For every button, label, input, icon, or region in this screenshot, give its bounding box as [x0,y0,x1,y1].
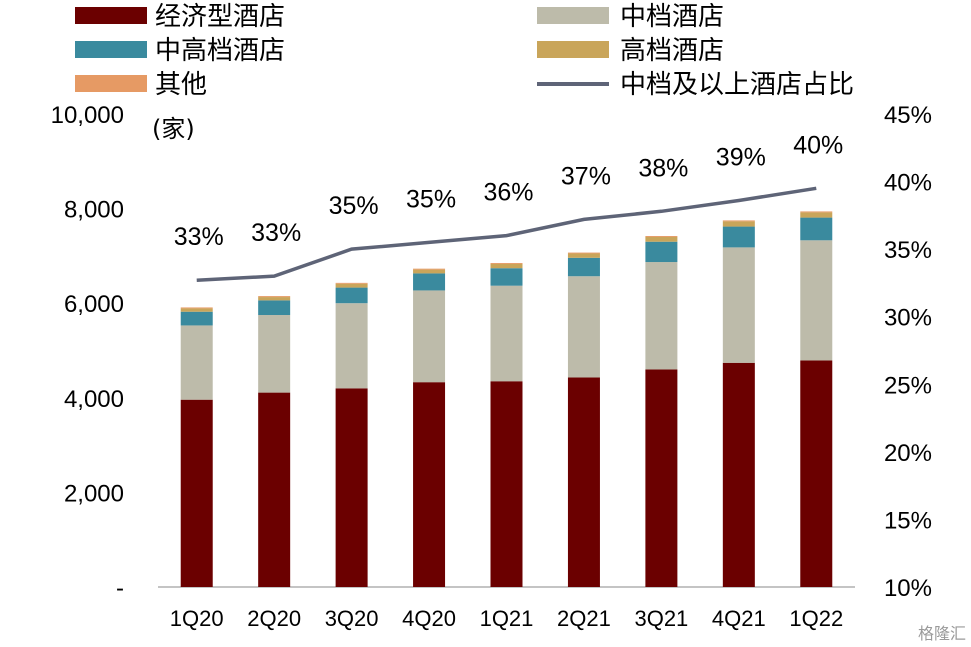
bar-segment [413,273,446,291]
y-left-tick-label: 10,000 [51,102,124,129]
bar-segment [490,381,523,587]
bar-segment [567,253,600,258]
bar-segment [180,399,213,587]
legend-swatch-midscale [537,7,609,24]
bar-segment [258,392,291,587]
y-left-tick-label: 8,000 [64,197,124,224]
bar-segment [800,211,833,213]
bar-segment [645,236,678,237]
bar-segment [180,325,213,400]
bar-segment [180,308,213,312]
y-left-tick-label: 6,000 [64,291,124,318]
bars [180,211,833,587]
x-tick-label: 1Q22 [789,606,843,631]
bar-segment [335,303,368,389]
bar-segment [567,377,600,587]
y-right-tick-label: 20% [884,440,932,467]
bar-segment [800,217,833,241]
legend-swatch-economy [75,7,147,24]
bar-segment [645,236,678,242]
bar-segment [645,369,678,587]
share-line [196,186,817,282]
bar-segment [800,212,833,218]
bar-segment [258,315,291,393]
y-right-tick-label: 25% [884,372,932,399]
y-left-tick-label: 2,000 [64,480,124,507]
share-data-label: 33% [174,223,224,251]
bar-segment [180,311,213,326]
bar-segment [490,263,523,269]
bar-segment [722,247,755,363]
bar-segment [413,382,446,587]
bar-segment [413,268,446,270]
y-right-tick-label: 40% [884,170,932,197]
x-tick-label: 4Q21 [712,606,766,631]
bar-segment [490,285,523,382]
share-data-label: 39% [716,143,766,171]
legend-swatch-other [75,75,147,92]
legend: 经济型酒店 中档酒店 中高档酒店 高档酒店 其他 中档及以上酒店占比 [75,2,854,100]
bar-segment [722,226,755,248]
y-left-tick-label: 4,000 [64,386,124,413]
share-data-label: 37% [561,162,611,190]
bar-segment [258,297,291,301]
bar-segment [490,262,523,264]
x-tick-label: 2Q21 [557,606,611,631]
x-tick-label: 1Q21 [480,606,534,631]
share-data-label: 38% [638,154,688,182]
bar-segment [645,241,678,263]
share-line-layer: 33% 33% 35% 35% 36% 37% 38% 39% 40% [174,131,843,282]
bar-segment [567,276,600,378]
legend-label-upper-midscale: 中高档酒店 [155,36,285,66]
legend-label-economy: 经济型酒店 [155,2,285,32]
y-left-tick-label: - [116,575,124,602]
watermark: 格隆汇 [918,624,966,643]
y-axis-unit: (家) [152,115,195,143]
x-tick-label: 3Q21 [634,606,688,631]
bar-segment [722,220,755,222]
y-right-tick-label: 45% [884,102,932,129]
bar-segment [258,296,291,298]
y-right-tick-label: 30% [884,305,932,332]
bar-segment [180,307,213,309]
bar-segment [490,268,523,286]
bar-segment [335,287,368,304]
legend-label-upscale: 高档酒店 [620,36,724,66]
bar-segment [258,300,291,316]
y-axis-left: - 2,000 4,000 6,000 8,000 10,000 [51,102,124,602]
legend-swatch-upper-midscale [75,41,147,58]
bar-segment [722,221,755,227]
x-tick-label: 1Q20 [170,606,224,631]
legend-label-share-line: 中档及以上酒店占比 [620,70,854,100]
share-data-label: 33% [251,219,301,247]
bar-segment [335,388,368,587]
x-tick-label: 4Q20 [402,606,456,631]
share-data-label: 35% [329,192,379,220]
bar-segment [645,262,678,370]
bar-segment [335,283,368,288]
x-tick-label: 3Q20 [325,606,379,631]
bar-segment [800,240,833,361]
bar-segment [413,269,446,274]
bar-segment [800,360,833,587]
share-data-label: 35% [406,185,456,213]
bar-segment [722,362,755,587]
y-axis-right: 10% 15% 20% 25% 30% 35% 40% 45% [884,102,932,602]
x-axis: 1Q20 2Q20 3Q20 4Q20 1Q21 2Q21 3Q21 4Q21 1Q22 [170,606,843,631]
share-data-label: 40% [793,131,843,159]
bar-segment [335,282,368,284]
bar-segment [567,252,600,254]
legend-label-midscale: 中档酒店 [620,2,724,32]
share-data-label: 36% [483,179,533,207]
legend-swatch-upscale [537,41,609,58]
bar-segment [413,290,446,383]
x-tick-label: 2Q20 [247,606,301,631]
bar-segment [567,257,600,277]
y-right-tick-label: 35% [884,237,932,264]
legend-label-other: 其他 [155,70,207,100]
y-right-tick-label: 15% [884,507,932,534]
y-right-tick-label: 10% [884,575,932,602]
